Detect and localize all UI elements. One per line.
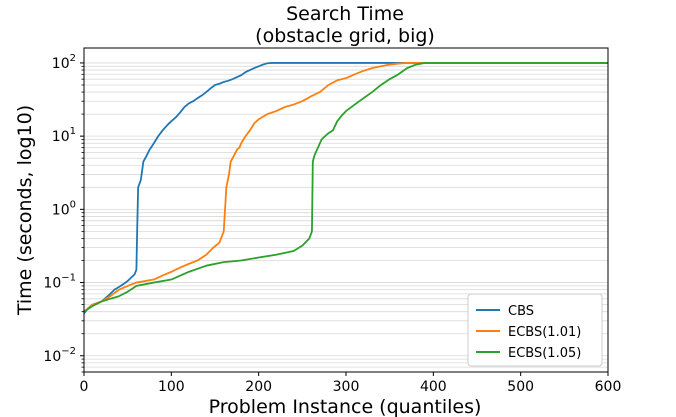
grid-layer (84, 62, 608, 373)
x-tick-label: 100 (158, 379, 185, 395)
legend-label-0: CBS (508, 304, 534, 319)
y-tick-label: 10−2 (43, 346, 76, 365)
legend-box (467, 293, 603, 367)
series-line-2 (83, 62, 608, 313)
y-tick-label: 100 (52, 199, 76, 218)
tick-layer: 0 100 200 300 400 500 600 10−2 10−1 100 101 102 (43, 53, 621, 395)
legend-label-1: ECBS(1.01) (508, 325, 581, 340)
x-tick-label: 500 (507, 379, 534, 395)
x-tick-label: 400 (420, 379, 447, 395)
x-tick-label: 300 (333, 379, 360, 395)
chart-title-line-2: (obstacle grid, big) (255, 25, 435, 47)
legend: CBS ECBS(1.01) ECBS(1.05) (467, 293, 603, 367)
y-axis-label: Time (seconds, log10) (14, 105, 36, 316)
series-layer (83, 62, 608, 314)
legend-label-2: ECBS(1.05) (508, 346, 581, 361)
series-line-0 (83, 62, 608, 314)
y-tick-label: 102 (52, 53, 76, 72)
y-tick-label: 10−1 (43, 273, 76, 292)
x-axis-label: Problem Instance (quantiles) (209, 396, 482, 417)
x-tick-label: 200 (245, 379, 272, 395)
x-tick-label: 600 (595, 379, 622, 395)
x-tick-label: 0 (80, 379, 89, 395)
series-line-1 (83, 62, 608, 313)
y-tick-label: 101 (52, 126, 76, 145)
chart-title-line-1: Search Time (286, 3, 404, 25)
